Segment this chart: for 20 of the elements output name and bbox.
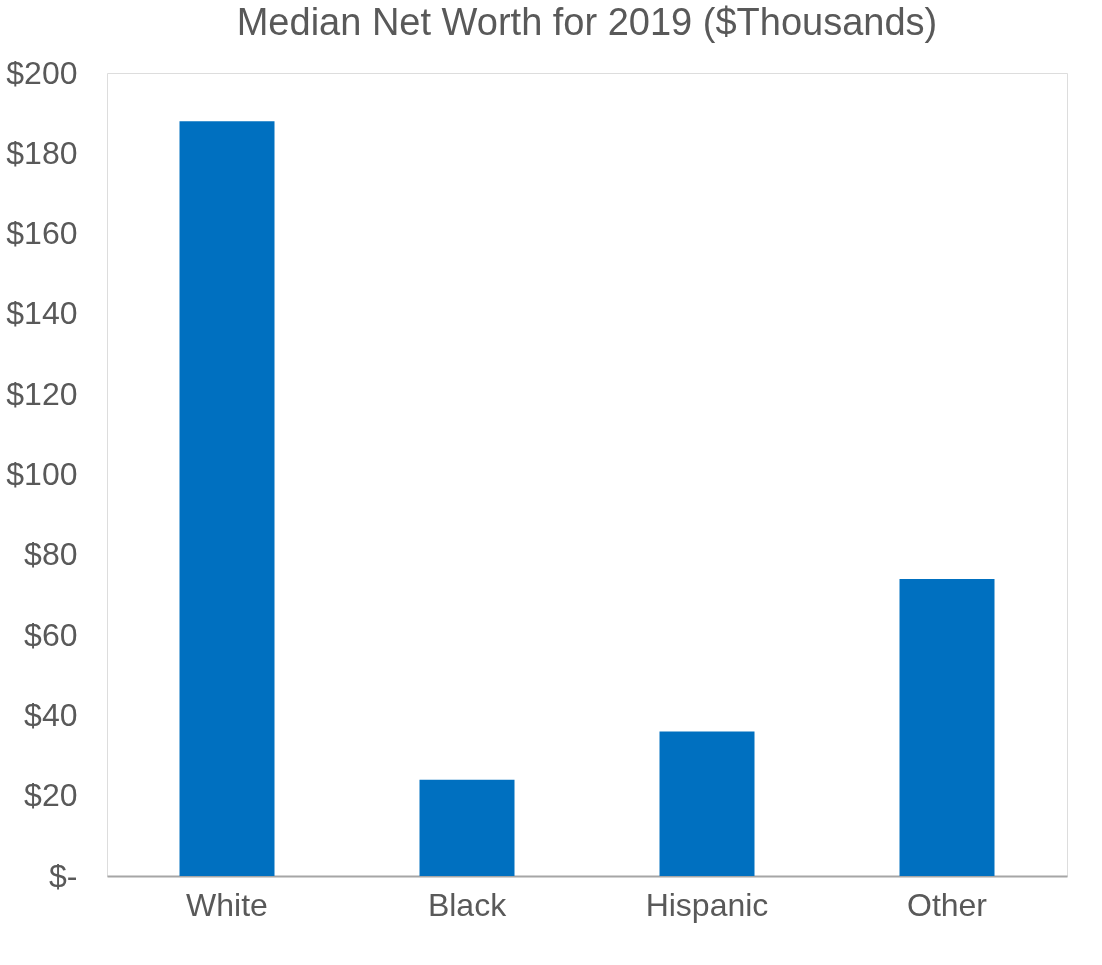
bar bbox=[659, 731, 755, 876]
bar bbox=[179, 121, 275, 876]
y-tick-label: $60 bbox=[24, 616, 78, 653]
y-tick-label: $40 bbox=[24, 696, 78, 733]
x-tick-label: Hispanic bbox=[645, 886, 769, 923]
y-tick-label: $140 bbox=[6, 295, 78, 332]
y-tick-label: $- bbox=[49, 857, 78, 894]
chart-title: Median Net Worth for 2019 ($Thousands) bbox=[236, 1, 938, 43]
x-tick-label: White bbox=[186, 886, 268, 923]
x-tick-label: Other bbox=[906, 886, 988, 923]
y-tick-label: $100 bbox=[6, 456, 78, 492]
y-tick-label: $180 bbox=[6, 134, 78, 171]
x-tick-label: Black bbox=[427, 886, 508, 923]
y-tick-label: $80 bbox=[24, 536, 78, 573]
y-tick-label: $120 bbox=[6, 375, 78, 412]
y-tick-label: $200 bbox=[6, 54, 78, 91]
y-tick-label: $160 bbox=[6, 215, 78, 252]
y-tick-label: $20 bbox=[24, 777, 78, 814]
bar bbox=[419, 779, 515, 876]
bar bbox=[899, 578, 995, 876]
